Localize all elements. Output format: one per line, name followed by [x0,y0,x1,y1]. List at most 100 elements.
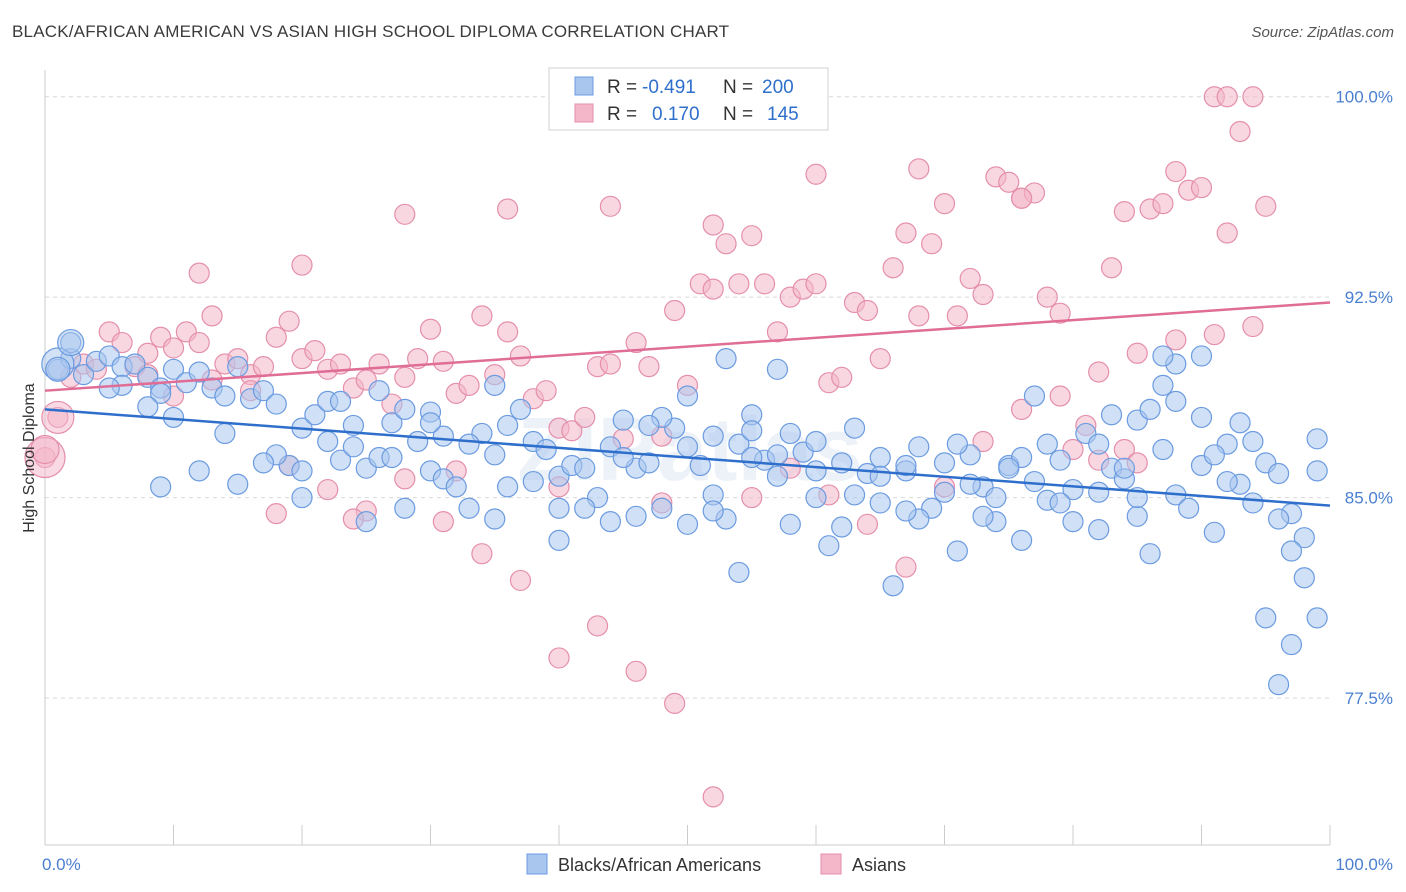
legend-n-label-1: N = [723,77,753,98]
correlation-legend: R = -0.491 N = 200 R = 0.170 N = 145 [548,67,829,131]
asians-point-101 [317,478,339,501]
asians-point-120 [1049,385,1071,407]
blacks-point-151 [985,486,1007,509]
blacks-point-96 [1242,492,1264,514]
blacks-point-117 [741,446,763,469]
blacks-point-171 [612,446,634,469]
asians-large-point-2 [30,434,60,465]
asians-point-105 [471,543,493,565]
legend-r-label-2: R = [607,104,637,125]
legend-n-label-2: N = [723,104,753,125]
y-tick-label-1: 85.0% [1345,489,1393,508]
asians-point-56 [753,273,776,295]
asians-point-66 [882,257,904,279]
asians-point-133 [908,158,930,180]
blacks-point-111 [458,433,480,455]
blacks-point-144 [676,513,699,535]
blacks-point-149 [895,500,917,522]
blacks-point-120 [869,446,891,469]
asians-point-17 [252,356,275,378]
legend-n-value-2: 145 [767,104,799,125]
blacks-point-8 [124,353,146,375]
blacks-point-37 [484,444,506,466]
blacks-point-35 [458,497,480,519]
blacks-point-139 [432,425,454,447]
blacks-point-174 [998,457,1020,479]
asians-point-67 [895,222,917,244]
blacks-point-38 [497,414,519,437]
blacks-point-73 [946,540,968,562]
blacks-points [41,328,1328,696]
blacks-point-30 [394,398,416,420]
blacks-point-145 [728,561,750,584]
asians-point-83 [1100,257,1123,279]
blacks-point-182 [895,454,917,477]
blacks-point-156 [1190,345,1213,367]
asians-point-31 [432,350,454,372]
asians-point-21 [304,340,326,362]
blacks-point-44 [574,457,596,479]
blacks-point-165 [766,358,789,380]
blacks-point-49 [638,452,660,474]
blacks-point-116 [702,425,724,447]
blacks-point-148 [843,484,866,506]
blacks-point-128 [1165,390,1187,412]
blacks-point-87 [1126,505,1148,527]
asians-point-135 [1113,201,1136,223]
blacks-large-point-2 [45,356,71,382]
asians-point-127 [291,254,313,276]
blacks-point-88 [1139,543,1161,565]
asians-point-136 [1216,222,1238,244]
blacks-point-184 [1036,433,1058,455]
blacks-point-26 [342,436,364,458]
asians-point-28 [394,366,416,388]
asians-point-68 [908,305,930,327]
blacks-point-123 [972,505,994,527]
legend-swatch-pink [574,103,594,123]
blacks-point-155 [1152,374,1174,396]
blacks-point-103 [98,377,120,399]
blacks-point-131 [1267,508,1290,530]
blacks-point-152 [1023,385,1046,407]
blacks-point-143 [625,505,647,527]
asians-point-116 [895,556,917,578]
series-legend-label-blue: Blacks/African Americans [558,855,761,875]
asians-point-69 [921,233,943,255]
blacks-point-31 [407,430,429,453]
asians-point-98 [201,305,223,327]
asians-point-33 [458,374,480,396]
blacks-point-158 [1280,540,1303,562]
asians-point-12 [188,331,210,354]
y-tick-labels: 77.5% 85.0% 92.5% 100.0% [1335,88,1393,708]
blacks-point-176 [805,486,827,509]
asians-large-point-1 [41,400,75,435]
blacks-point-62 [805,430,827,453]
blacks-point-82 [1062,478,1084,501]
trend-lines [44,301,1331,507]
asians-point-47 [638,356,660,378]
asians-point-53 [715,233,737,255]
asians-point-92 [1216,86,1238,108]
blacks-large-point-1 [57,328,85,357]
blacks-point-105 [188,460,210,482]
asians-point-49 [664,299,686,322]
asians-point-90 [1190,176,1213,199]
blacks-point-34 [445,476,467,498]
asians-point-94 [1242,86,1264,108]
blacks-point-56 [728,433,750,455]
legend-r-value-2: 0.170 [652,104,700,125]
blacks-point-102 [1306,460,1328,482]
blacks-point-12 [162,358,185,380]
blacks-point-126 [1088,481,1110,503]
blacks-point-39 [509,398,532,420]
asians-point-109 [625,660,647,682]
y-tick-label-2: 92.5% [1345,288,1393,307]
blacks-point-53 [689,454,711,477]
legend-r-value-1: -0.491 [642,77,696,98]
blacks-point-112 [497,476,519,498]
asians-point-71 [946,305,968,327]
asians-point-10 [162,337,185,359]
legend-swatch-blue [574,76,594,96]
source-credit: Source: ZipAtlas.com [1251,24,1394,41]
